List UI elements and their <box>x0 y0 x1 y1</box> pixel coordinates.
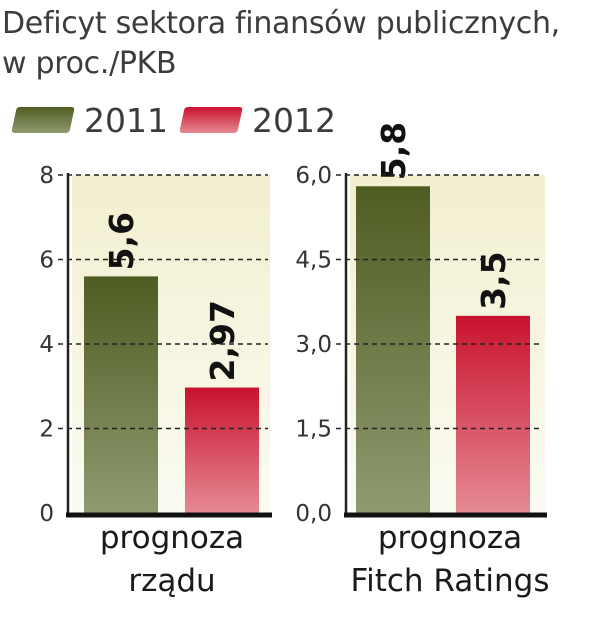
y-tick-label: 6,0 <box>295 163 332 189</box>
legend-item-2012: 2012 <box>179 100 336 140</box>
chart-panel-2: 5,8 3,5 0,0 1,5 3,0 4,5 6,0 prognoza Fitch Ratin… <box>295 122 549 599</box>
y-tick-label: 1,5 <box>295 417 332 443</box>
y-tick-label: 3,0 <box>295 332 332 358</box>
data-label-2012: 3,5 <box>474 251 513 309</box>
bar-2011 <box>84 276 158 513</box>
bar-2012 <box>185 387 259 513</box>
chart-panel-1: 5,6 2,97 0 2 4 6 8 prognoza rządu <box>39 163 272 599</box>
y-tick-label: 0,0 <box>295 501 332 527</box>
title-line-2: w proc./PKB <box>2 46 177 81</box>
chart-title: Deficyt sektora finansów publicznych, w … <box>2 4 592 84</box>
data-label-2011: 5,6 <box>102 212 141 270</box>
y-tick-label: 0 <box>39 501 54 527</box>
category-label-line-1: prognoza <box>378 520 522 556</box>
data-label-2012: 2,97 <box>203 300 242 381</box>
legend-label-2012: 2012 <box>251 100 336 140</box>
title-line-1: Deficyt sektora finansów publicznych, <box>2 6 560 41</box>
bar-2012 <box>456 315 530 513</box>
bar-2011 <box>356 186 430 513</box>
category-label-line-2: Fitch Ratings <box>351 563 550 599</box>
legend: 2011 2012 <box>11 100 350 140</box>
y-tick-label: 4,5 <box>295 248 332 274</box>
y-tick-label: 6 <box>39 248 54 274</box>
y-tick-label: 4 <box>39 332 54 358</box>
data-label-2011: 5,8 <box>374 122 413 180</box>
category-label-line-1: prognoza <box>100 520 244 556</box>
y-tick-label: 8 <box>39 163 54 189</box>
y-tick-label: 2 <box>39 417 54 443</box>
legend-item-2011: 2011 <box>11 100 168 140</box>
category-label-line-2: rządu <box>128 563 215 599</box>
legend-label-2011: 2011 <box>84 100 168 140</box>
